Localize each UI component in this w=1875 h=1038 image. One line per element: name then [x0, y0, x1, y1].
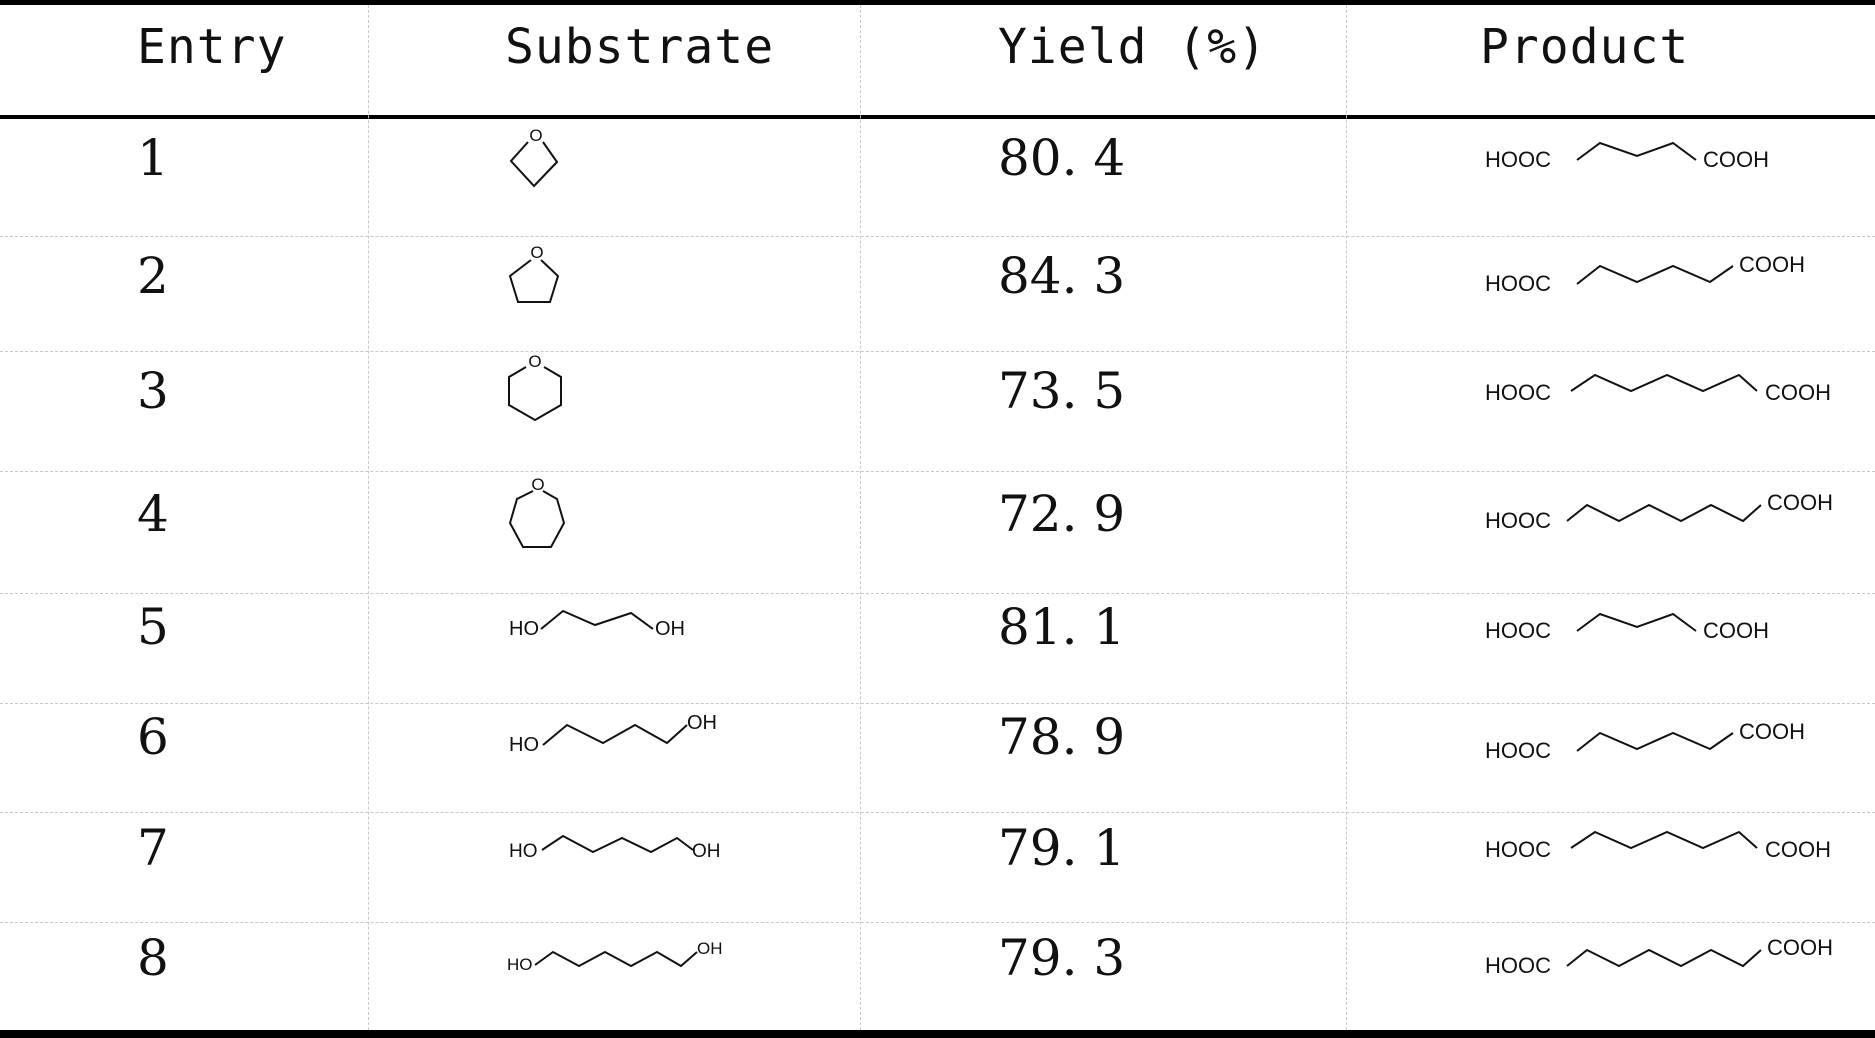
entry-cell: 2: [137, 247, 169, 305]
column-divider: [860, 5, 861, 1030]
header-yield: Yield (%): [998, 19, 1268, 75]
svg-text:HO: HO: [509, 841, 538, 862]
svg-text:HOOC: HOOC: [1485, 380, 1551, 405]
svg-text:OH: OH: [692, 841, 721, 862]
svg-text:HOOC: HOOC: [1485, 508, 1551, 533]
glutaric-acid-icon: HOOC COOH: [1485, 128, 1845, 188]
svg-text:HOOC: HOOC: [1485, 271, 1551, 296]
adipic-acid-icon: HOOC COOH: [1485, 236, 1845, 306]
entry-cell: 8: [137, 929, 169, 987]
svg-text:HOOC: HOOC: [1485, 738, 1551, 763]
entry-cell: 7: [137, 819, 169, 877]
svg-text:HOOC: HOOC: [1485, 147, 1551, 172]
suberic-acid-icon: HOOC COOH: [1485, 922, 1865, 992]
entry-cell: 5: [137, 598, 169, 656]
propanediol-icon: HO OH: [505, 593, 725, 653]
yield-cell: 72. 9: [998, 485, 1126, 543]
entry-cell: 1: [137, 129, 169, 187]
svg-text:HO: HO: [509, 734, 539, 756]
yield-cell: 80. 4: [998, 129, 1126, 187]
row-divider: [0, 236, 1875, 237]
pimelic-acid-icon: HOOC COOH: [1485, 351, 1865, 421]
row-divider: [0, 471, 1875, 472]
tetrahydropyran-icon: O: [500, 351, 580, 431]
svg-text:COOH: COOH: [1739, 252, 1805, 277]
yield-cell: 81. 1: [998, 598, 1126, 656]
yield-cell: 78. 9: [998, 708, 1126, 766]
column-divider: [368, 5, 369, 1030]
oxepane-icon: O: [500, 471, 590, 561]
row-divider: [0, 812, 1875, 813]
svg-text:HOOC: HOOC: [1485, 837, 1551, 862]
svg-text:COOH: COOH: [1703, 147, 1769, 172]
svg-text:O: O: [529, 126, 542, 145]
row-divider: [0, 593, 1875, 594]
row-divider: [0, 922, 1875, 923]
svg-text:HO: HO: [509, 618, 539, 640]
header-product: Product: [1480, 19, 1690, 75]
entry-cell: 3: [137, 362, 169, 420]
svg-text:O: O: [530, 243, 543, 262]
entry-cell: 6: [137, 708, 169, 766]
column-divider: [1346, 5, 1347, 1030]
tetrahydrofuran-icon: O: [500, 236, 580, 316]
row-divider: [0, 703, 1875, 704]
svg-text:COOH: COOH: [1765, 837, 1831, 862]
yield-cell: 79. 1: [998, 819, 1126, 877]
hexanediol-icon: HO OH: [505, 922, 745, 982]
bottom-rule: [0, 1030, 1875, 1038]
svg-text:COOH: COOH: [1767, 935, 1833, 960]
svg-text:OH: OH: [687, 712, 717, 734]
svg-text:OH: OH: [697, 939, 723, 958]
top-rule: [0, 0, 1875, 5]
svg-text:COOH: COOH: [1703, 618, 1769, 643]
svg-text:COOH: COOH: [1765, 380, 1831, 405]
oxetane-icon: O: [500, 122, 580, 192]
header-rule: [0, 115, 1875, 119]
suberic-acid-icon: HOOC COOH: [1485, 471, 1865, 541]
svg-text:O: O: [528, 352, 541, 371]
svg-text:HOOC: HOOC: [1485, 618, 1551, 643]
adipic-acid-icon: HOOC COOH: [1485, 703, 1845, 773]
svg-text:COOH: COOH: [1767, 490, 1833, 515]
entry-cell: 4: [137, 485, 169, 543]
row-divider: [0, 351, 1875, 352]
svg-text:OH: OH: [655, 618, 685, 640]
svg-text:O: O: [531, 475, 544, 494]
pentanediol-icon: HO OH: [505, 812, 745, 872]
svg-text:COOH: COOH: [1739, 719, 1805, 744]
yield-cell: 84. 3: [998, 247, 1126, 305]
svg-text:HOOC: HOOC: [1485, 953, 1551, 978]
svg-text:HO: HO: [507, 955, 533, 974]
yield-cell: 73. 5: [998, 362, 1126, 420]
pimelic-acid-icon: HOOC COOH: [1485, 812, 1865, 882]
glutaric-acid-icon: HOOC COOH: [1485, 593, 1845, 653]
header-entry: Entry: [137, 19, 287, 75]
yield-cell: 79. 3: [998, 929, 1126, 987]
header-substrate: Substrate: [505, 19, 775, 75]
butanediol-icon: HO OH: [505, 703, 745, 763]
